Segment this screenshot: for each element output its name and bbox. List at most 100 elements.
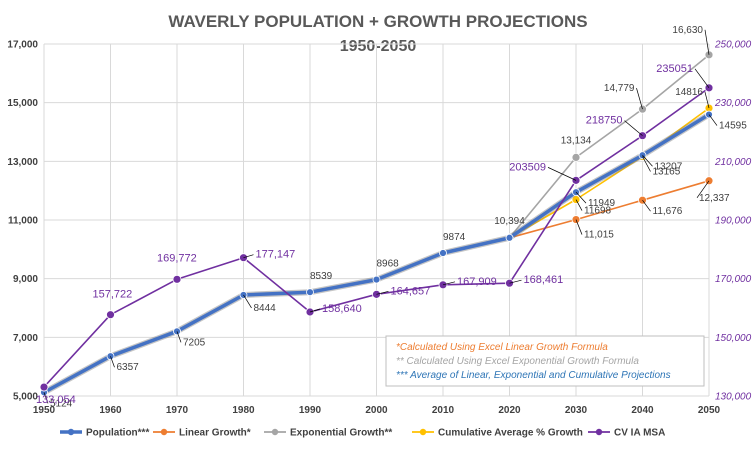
data-label: 11,015 bbox=[584, 230, 614, 241]
label-leader bbox=[243, 254, 254, 259]
data-point bbox=[172, 274, 182, 284]
legend-marker bbox=[271, 428, 279, 436]
data-point bbox=[505, 233, 514, 242]
data-point bbox=[106, 310, 115, 320]
data-label: 133,054 bbox=[36, 394, 76, 406]
data-label: 8444 bbox=[254, 303, 277, 314]
x-tick-label: 2050 bbox=[698, 405, 721, 416]
label-leader bbox=[575, 199, 583, 211]
legend-marker bbox=[419, 428, 427, 436]
x-axis: 1950 1960 1970 1980 1990 2000 2010 2020 2030 2040… bbox=[33, 405, 721, 416]
x-tick-label: 1980 bbox=[232, 405, 255, 416]
y2-tick-label: 230,000 bbox=[714, 98, 752, 109]
y-tick-label: 5,000 bbox=[13, 392, 38, 403]
data-label: 168,461 bbox=[524, 274, 564, 286]
y2-tick-label: 170,000 bbox=[715, 274, 752, 285]
label-leader bbox=[547, 167, 577, 181]
x-tick-label: 2000 bbox=[365, 405, 388, 416]
data-label: 9874 bbox=[443, 232, 466, 243]
notes-box: *Calculated Using Excel Linear Growth Fo… bbox=[385, 335, 705, 387]
data-label: 203509 bbox=[509, 161, 546, 173]
legend-label: Linear Growth* bbox=[179, 428, 251, 439]
label-leader bbox=[243, 294, 252, 309]
y-tick-label: 15,000 bbox=[7, 98, 38, 109]
data-point bbox=[372, 275, 381, 284]
data-label: 169,772 bbox=[157, 252, 197, 264]
label-leader bbox=[376, 290, 389, 295]
label-leader bbox=[642, 199, 651, 212]
label-leader bbox=[642, 155, 653, 167]
legend-marker bbox=[67, 428, 75, 436]
label-leader bbox=[704, 91, 710, 109]
data-label: 11949 bbox=[588, 198, 616, 209]
y-tick-label: 9,000 bbox=[13, 274, 38, 285]
y2-tick-label: 130,000 bbox=[715, 392, 752, 403]
x-tick-label: 1970 bbox=[166, 405, 189, 416]
data-label: 7205 bbox=[183, 337, 206, 348]
label-leader bbox=[696, 180, 710, 198]
data-label: 6357 bbox=[117, 362, 140, 373]
data-label: 14,779 bbox=[604, 83, 635, 94]
data-label: 218750 bbox=[586, 115, 623, 127]
data-labels: 512463577205844485398968987410,394119491… bbox=[36, 25, 747, 410]
x-tick-label: 2020 bbox=[498, 405, 521, 416]
label-leader bbox=[636, 88, 643, 110]
x-tick-label: 2040 bbox=[631, 405, 654, 416]
note-line: *** Average of Linear, Exponential and C… bbox=[396, 370, 671, 381]
data-label: 13207 bbox=[655, 161, 683, 172]
data-label: 8539 bbox=[310, 271, 333, 282]
label-leader bbox=[509, 279, 522, 284]
label-leader bbox=[176, 331, 182, 343]
y-tick-label: 11,000 bbox=[8, 216, 38, 227]
data-label: 177,147 bbox=[256, 249, 296, 261]
data-label: 8968 bbox=[377, 259, 400, 270]
chart-subtitle: 1950-2050 bbox=[340, 38, 417, 55]
data-label: 13,134 bbox=[561, 135, 592, 146]
y2-tick-label: 190,000 bbox=[715, 216, 752, 227]
note-line: ** Calculated Using Excel Exponential Gr… bbox=[396, 356, 639, 367]
label-leader bbox=[575, 191, 587, 204]
x-tick-label: 2030 bbox=[565, 405, 588, 416]
label-leader bbox=[442, 281, 456, 286]
data-point bbox=[439, 249, 447, 257]
legend-label: Population*** bbox=[86, 428, 149, 439]
legend-label: CV IA MSA bbox=[614, 428, 665, 439]
chart-title: WAVERLY POPULATION + GROWTH PROJECTIONS bbox=[168, 12, 587, 31]
data-label: 10,394 bbox=[494, 216, 525, 227]
legend: Population*** Linear Growth* Exponential G… bbox=[60, 428, 665, 439]
data-label: 5124 bbox=[50, 398, 73, 409]
notes-frame bbox=[385, 335, 705, 387]
data-point bbox=[306, 288, 314, 297]
data-label: 12,337 bbox=[699, 193, 730, 204]
data-label: 11,676 bbox=[653, 206, 683, 217]
legend-marker bbox=[595, 428, 603, 436]
label-leader bbox=[575, 219, 583, 235]
y-tick-label: 17,000 bbox=[7, 40, 38, 51]
legend-marker bbox=[160, 428, 168, 436]
data-label: 11698 bbox=[584, 206, 612, 217]
data-label: 158,640 bbox=[322, 303, 362, 315]
data-label: 14816 bbox=[675, 87, 703, 98]
label-leader bbox=[110, 356, 115, 368]
label-leader bbox=[43, 392, 49, 404]
left-axis: 5,000 7,000 9,000 11,000 13,000 15,000 17,000 bbox=[7, 40, 38, 403]
series-line-2 bbox=[508, 54, 710, 239]
data-label: 13165 bbox=[653, 166, 681, 177]
right-axis: 130,000 150,000 170,000 190,000 210,000 230,0… bbox=[714, 40, 752, 403]
series-line-1 bbox=[509, 180, 710, 239]
y2-tick-label: 150,000 bbox=[715, 333, 752, 344]
label-leader bbox=[704, 29, 710, 55]
data-label: 157,722 bbox=[93, 289, 133, 301]
data-label: 167,909 bbox=[457, 276, 497, 288]
data-label: 164,657 bbox=[391, 285, 431, 297]
x-tick-label: 1950 bbox=[33, 405, 56, 416]
y-tick-label: 7,000 bbox=[13, 333, 38, 344]
data-label: 235051 bbox=[656, 63, 693, 75]
data-label: 16,630 bbox=[672, 25, 703, 36]
y2-tick-label: 250,000 bbox=[714, 40, 752, 51]
label-leader bbox=[624, 120, 643, 136]
data-label: 14595 bbox=[719, 121, 747, 132]
series-line-3 bbox=[509, 107, 710, 239]
y2-tick-label: 210,000 bbox=[714, 157, 752, 168]
label-leader bbox=[309, 308, 321, 313]
